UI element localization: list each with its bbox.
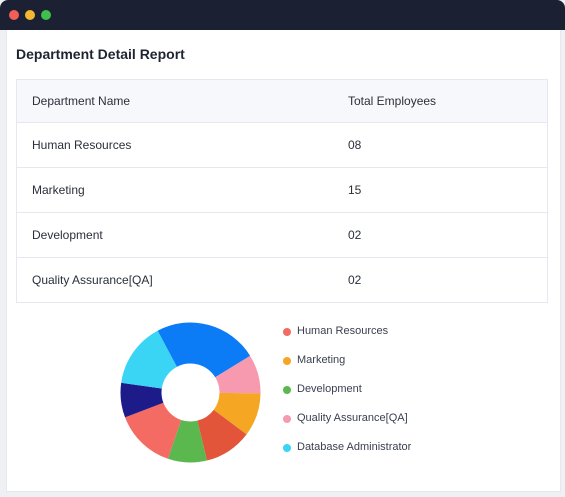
window-frame-bottom [0, 491, 565, 497]
minimize-window-icon[interactable] [25, 10, 35, 20]
legend-item: Human Resources [283, 325, 411, 354]
donut-segment [215, 355, 261, 394]
table-header-row: Department Name Total Employees [17, 80, 547, 123]
legend-color-dot [283, 386, 291, 394]
title-bar [0, 0, 565, 30]
legend-item: Development [283, 383, 411, 412]
department-name-cell: Human Resources [32, 138, 132, 152]
donut-segment [167, 419, 207, 463]
close-window-icon[interactable] [9, 10, 19, 20]
legend-color-dot [283, 357, 291, 365]
donut-segment [157, 322, 251, 378]
department-donut-chart [118, 320, 263, 465]
table-row: Development 02 [17, 213, 547, 258]
donut-segment [213, 392, 261, 435]
legend-color-dot [283, 415, 291, 423]
window-frame-left [0, 30, 6, 497]
donut-chart-svg [120, 322, 261, 463]
report-title: Department Detail Report [16, 46, 185, 62]
column-header-department-name: Department Name [32, 94, 131, 108]
total-employees-cell: 02 [348, 228, 362, 242]
maximize-window-icon[interactable] [41, 10, 51, 20]
table-row: Quality Assurance[QA] 02 [17, 258, 547, 302]
window-frame-right [559, 30, 565, 497]
department-name-cell: Development [32, 228, 103, 242]
legend-item: Marketing [283, 354, 411, 383]
total-employees-cell: 15 [348, 183, 362, 197]
legend-label: Human Resources [297, 325, 389, 337]
table-row: Human Resources 08 [17, 123, 547, 168]
legend-color-dot [283, 328, 291, 336]
legend-color-dot [283, 444, 291, 452]
total-employees-cell: 08 [348, 138, 362, 152]
department-table: Department Name Total Employees Human Re… [16, 79, 548, 303]
donut-segment [121, 330, 177, 389]
legend-label: Marketing [297, 354, 346, 366]
legend-item: Quality Assurance[QA] [283, 412, 411, 441]
table-row: Marketing 15 [17, 168, 547, 213]
legend-label: Quality Assurance[QA] [297, 412, 408, 424]
column-header-total-employees: Total Employees [348, 94, 437, 108]
donut-segment [120, 382, 164, 418]
donut-segment [125, 402, 182, 459]
legend-label: Development [297, 383, 362, 395]
department-name-cell: Quality Assurance[QA] [32, 273, 153, 287]
donut-segment [197, 409, 247, 461]
total-employees-cell: 02 [348, 273, 362, 287]
department-name-cell: Marketing [32, 183, 85, 197]
chart-legend: Human Resources Marketing Development Qu… [283, 325, 411, 470]
legend-label: Database Administrator [297, 441, 412, 453]
legend-item: Database Administrator [283, 441, 411, 470]
